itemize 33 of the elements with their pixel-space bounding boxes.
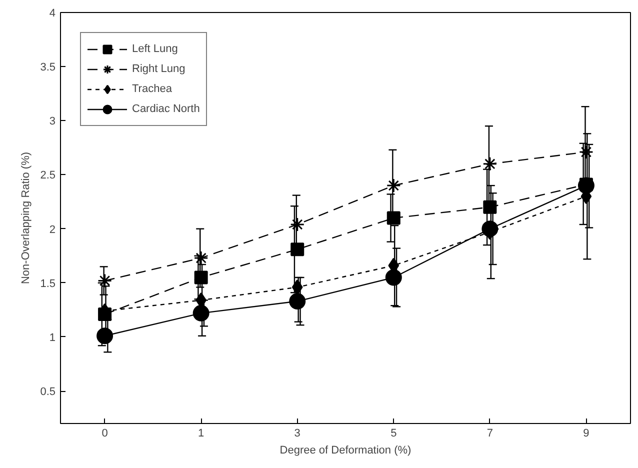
legend-label: Trachea [132, 82, 172, 96]
y-axis-title: Non-Overlapping Ratio (%) [20, 152, 32, 284]
y-tick-label: 1 [49, 332, 56, 344]
point [192, 304, 210, 322]
y-tick-label: 3 [49, 116, 56, 128]
point [290, 242, 304, 256]
x-tick-label: 9 [583, 428, 590, 440]
y-tick-label: 1.5 [40, 278, 56, 290]
point [292, 279, 303, 295]
point [385, 269, 402, 286]
legend-label: Cardiac North [132, 102, 200, 116]
x-tick-label: 1 [198, 428, 204, 440]
y-tick-label: 3.5 [40, 62, 56, 74]
y-tick-label: 2.5 [40, 170, 56, 182]
y-tick-label: 4 [49, 8, 56, 20]
legend-label: Right Lung [132, 62, 186, 76]
x-tick-label: 0 [102, 428, 108, 440]
point [483, 200, 497, 214]
point [289, 293, 306, 310]
point [386, 211, 400, 225]
x-tick-label: 3 [294, 428, 300, 440]
x-tick-label: 5 [390, 428, 397, 440]
x-axis-title: Degree of Deformation (%) [280, 444, 412, 456]
y-tick-label: 2 [49, 224, 56, 236]
point [578, 177, 594, 194]
point [386, 178, 401, 193]
x-tick-label: 7 [486, 428, 493, 440]
y-tick-label: 0.5 [40, 386, 56, 398]
point [96, 328, 114, 344]
point [482, 220, 498, 238]
point [290, 217, 305, 232]
point [194, 270, 208, 284]
legend-label: Left Lung [132, 42, 178, 56]
